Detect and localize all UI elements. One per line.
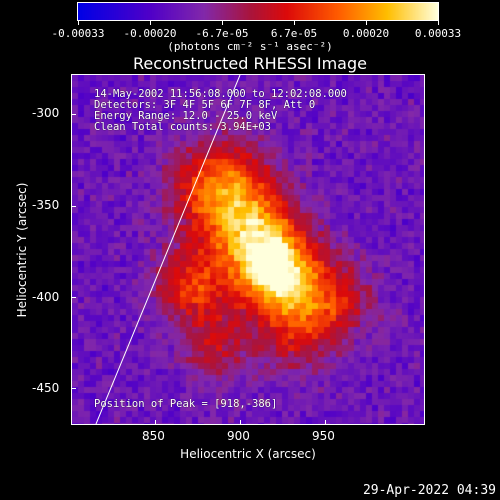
x-tick-label: 850 (142, 429, 165, 443)
colorbar-tickmark (150, 21, 151, 25)
plot-area: 14-May-2002 11:56:08.000 to 12:02:08.000… (71, 74, 425, 425)
y-tick-label: -300 (32, 106, 60, 120)
colorbar-tick-label: -0.00020 (123, 27, 177, 40)
x-tick (155, 420, 156, 425)
y-tick-label: -350 (32, 198, 60, 212)
colorbar (77, 2, 439, 21)
plot-title: Reconstructed RHESSI Image (133, 54, 367, 73)
limb-line (95, 75, 241, 424)
colorbar-gradient (78, 3, 438, 20)
y-tick (71, 206, 76, 207)
y-tick (71, 388, 76, 389)
x-axis-label: Heliocentric X (arcsec) (180, 447, 316, 461)
colorbar-units: (photons cm⁻² s⁻¹ asec⁻²) (167, 40, 333, 53)
colorbar-tickmark (438, 21, 439, 25)
x-tick-label: 900 (227, 429, 250, 443)
hxr-image (72, 75, 424, 424)
colorbar-tickmark (222, 21, 223, 25)
y-tick (71, 114, 76, 115)
colorbar-tick-label: 0.00033 (414, 27, 462, 40)
peak-position: Position of Peak = [918,-386] (94, 398, 278, 410)
x-tick-label: 950 (312, 429, 335, 443)
info-clean: Clean Total counts: 3.94E+03 (94, 121, 272, 133)
info-energy: Energy Range: 12.0 - 25.0 keV (94, 110, 278, 122)
y-axis-label: Heliocentric Y (arcsec) (15, 182, 29, 318)
info-time: 14-May-2002 11:56:08.000 to 12:02:08.000 (94, 88, 347, 100)
colorbar-tick-label: -6.7e-05 (195, 27, 249, 40)
info-detectors: Detectors: 3F 4F 5F 6F 7F 8F, Att 0 (94, 99, 316, 111)
timestamp: 29-Apr-2022 04:39 (362, 483, 496, 498)
colorbar-tickmark (366, 21, 367, 25)
x-tick (240, 420, 241, 425)
colorbar-tick-label: -0.00033 (51, 27, 105, 40)
colorbar-tick-label: 6.7e-05 (270, 27, 318, 40)
colorbar-tickmark (294, 21, 295, 25)
x-tick (325, 420, 326, 425)
y-tick (71, 297, 76, 298)
colorbar-tick-label: 0.00020 (342, 27, 390, 40)
colorbar-tickmark (78, 21, 79, 25)
y-tick-label: -450 (32, 381, 60, 395)
y-tick-label: -400 (32, 290, 60, 304)
